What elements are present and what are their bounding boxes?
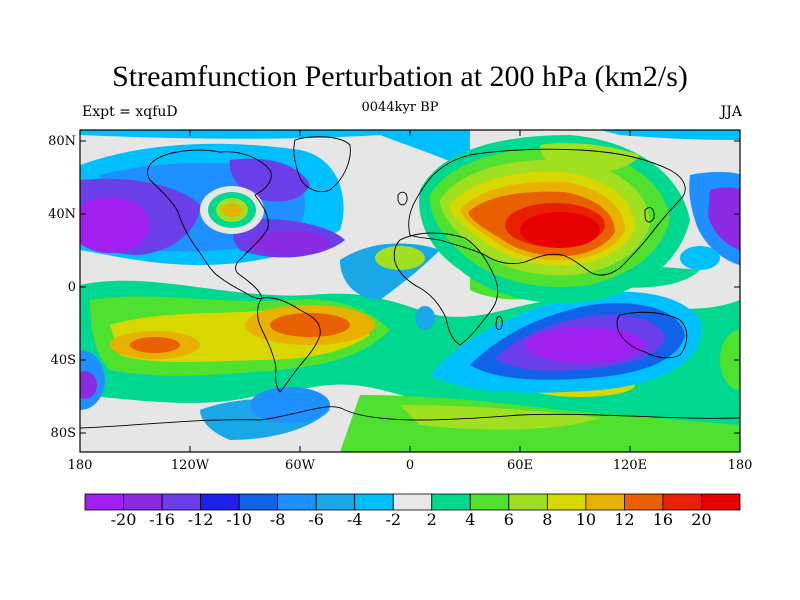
lon-label-60e: 60E xyxy=(506,458,534,473)
colorbar-swatch xyxy=(200,493,240,511)
colorbar-swatch xyxy=(315,493,356,511)
colorbar xyxy=(84,493,741,511)
streamfunction-field xyxy=(80,130,740,452)
colorbar-label: -20 xyxy=(110,510,137,529)
map-title: Streamfunction Perturbation at 200 hPa (… xyxy=(112,60,688,93)
experiment-label: Expt = xqfuD xyxy=(82,104,178,120)
lon-label-0: 0 xyxy=(405,458,415,473)
lon-label-120w: 120W xyxy=(170,458,210,473)
north-america-coast xyxy=(147,149,272,299)
colorbar-label: -10 xyxy=(226,510,252,529)
antarctica-coast xyxy=(80,406,740,429)
colorbar-swatch xyxy=(431,493,471,511)
madagascar-coast xyxy=(495,315,503,331)
field-blob xyxy=(222,203,242,217)
colorbar-swatch xyxy=(546,493,587,511)
greenland-coast xyxy=(293,136,351,193)
japan-coast xyxy=(644,207,655,223)
colorbar-swatch xyxy=(469,493,510,511)
colorbar-swatch xyxy=(392,493,433,511)
colorbar-label: 4 xyxy=(465,510,476,529)
lat-label-eq: 0 xyxy=(67,280,76,295)
season-label: JJA xyxy=(720,104,742,120)
field-blob xyxy=(80,371,97,399)
field-blob xyxy=(80,197,150,253)
axis-ticks xyxy=(79,130,741,452)
colorbar-swatch xyxy=(624,493,664,511)
field-blob xyxy=(720,330,740,390)
colorbar-swatch xyxy=(662,493,702,511)
colorbar-swatch xyxy=(585,493,625,511)
colorbar-label: -2 xyxy=(385,510,402,529)
coastlines xyxy=(80,136,740,429)
field-blob xyxy=(80,130,470,170)
colorbar-label: -4 xyxy=(346,510,363,529)
colorbar-swatch xyxy=(354,493,394,511)
colorbar-swatch xyxy=(508,493,548,511)
colorbar-swatch xyxy=(84,493,124,511)
lon-label-120e: 120E xyxy=(612,458,648,473)
lon-label-60w: 60W xyxy=(285,458,315,473)
colorbar-label: 8 xyxy=(542,510,553,529)
field-blob xyxy=(250,231,330,255)
colorbar-label: 20 xyxy=(691,510,712,529)
colorbar-label: 10 xyxy=(575,510,597,529)
lat-label-40n: 40N xyxy=(48,207,76,222)
field-blob xyxy=(375,246,425,270)
colorbar-label: -12 xyxy=(187,510,214,529)
field-blob xyxy=(130,337,180,353)
field-blob xyxy=(400,405,600,430)
lon-label-180e: 180 xyxy=(727,458,753,473)
colorbar-label: -6 xyxy=(308,510,324,529)
field-blob xyxy=(540,143,640,173)
colorbar-label: -16 xyxy=(149,510,175,529)
field-blob xyxy=(250,387,330,423)
field-blob xyxy=(415,306,435,330)
colorbar-swatch xyxy=(161,493,201,511)
lat-label-80n: 80N xyxy=(48,134,76,149)
eurasia-coast xyxy=(408,148,686,276)
field-blob xyxy=(525,327,645,363)
lat-label-80s: 80S xyxy=(50,426,76,441)
time-label: 0044kyr BP xyxy=(361,100,439,115)
colorbar-label: -8 xyxy=(269,510,286,529)
africa-coast xyxy=(393,232,499,346)
uk-coast xyxy=(397,191,408,206)
colorbar-swatch xyxy=(123,493,163,511)
south-america-coast xyxy=(257,297,321,393)
colorbar-swatch xyxy=(238,493,279,511)
field-blob xyxy=(708,187,740,250)
colorbar-swatch xyxy=(701,493,741,511)
colorbar-swatch xyxy=(277,493,317,511)
lat-label-40s: 40S xyxy=(50,353,76,368)
field-blob xyxy=(520,212,600,248)
lon-label-180w: 180 xyxy=(67,458,93,473)
colorbar-label: 16 xyxy=(652,510,674,529)
australia-coast xyxy=(616,311,688,359)
colorbar-label: 2 xyxy=(426,510,437,529)
field-blob xyxy=(600,130,740,140)
colorbar-label: 6 xyxy=(503,510,514,529)
field-blob xyxy=(680,246,720,270)
field-blob xyxy=(270,313,350,337)
colorbar-label: 12 xyxy=(614,510,635,529)
